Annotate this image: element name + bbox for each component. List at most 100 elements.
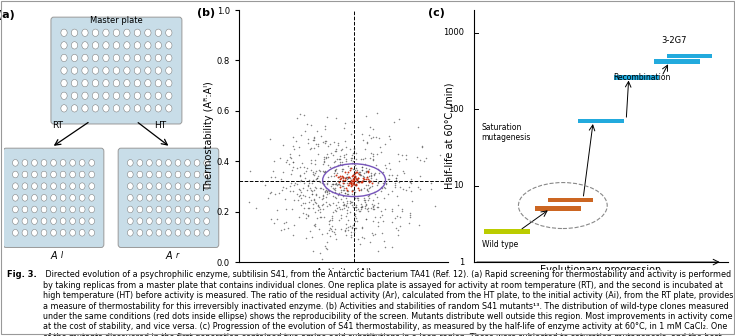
Point — [340, 175, 352, 180]
Point — [298, 170, 309, 175]
Point — [307, 249, 319, 254]
Circle shape — [32, 160, 37, 166]
Point — [347, 167, 359, 172]
Point — [346, 200, 358, 205]
Point — [304, 177, 315, 183]
Point — [338, 153, 350, 158]
Circle shape — [175, 160, 181, 166]
Point — [309, 223, 321, 229]
Point — [379, 206, 391, 211]
Point — [379, 184, 390, 189]
Circle shape — [194, 218, 200, 224]
Circle shape — [113, 105, 120, 112]
Point — [358, 176, 370, 181]
Point — [357, 137, 369, 142]
Circle shape — [194, 160, 200, 166]
Point — [363, 178, 375, 183]
Point — [348, 177, 360, 182]
Point — [293, 214, 305, 220]
Circle shape — [61, 80, 67, 87]
Circle shape — [82, 105, 88, 112]
Circle shape — [51, 195, 57, 201]
Circle shape — [145, 92, 151, 99]
Point — [373, 170, 385, 175]
Point — [336, 163, 348, 168]
Circle shape — [61, 67, 67, 74]
Point — [358, 236, 370, 241]
Circle shape — [165, 160, 171, 166]
Point — [340, 191, 351, 196]
Circle shape — [93, 80, 98, 87]
Point — [389, 216, 401, 221]
Circle shape — [156, 229, 162, 236]
Point — [323, 219, 335, 224]
Point — [323, 191, 334, 196]
Text: I: I — [61, 251, 63, 260]
Point — [362, 169, 373, 175]
Point — [329, 169, 341, 174]
Circle shape — [113, 67, 120, 74]
Point — [327, 185, 339, 191]
Text: TIBS: TIBS — [716, 287, 733, 296]
Point — [348, 176, 360, 181]
Point — [326, 226, 337, 232]
Point — [349, 189, 361, 195]
Point — [415, 158, 426, 163]
Point — [342, 164, 354, 169]
Point — [318, 139, 329, 144]
Point — [390, 225, 402, 230]
Point — [265, 216, 277, 221]
Text: 1000: 1000 — [443, 29, 464, 38]
Point — [412, 124, 424, 130]
Point — [365, 184, 376, 190]
Point — [325, 233, 337, 239]
Circle shape — [22, 218, 28, 224]
Point — [379, 185, 391, 191]
Point — [389, 182, 401, 188]
Point — [340, 228, 351, 234]
Point — [320, 244, 331, 249]
Point — [337, 183, 348, 188]
Point — [340, 151, 351, 157]
Circle shape — [165, 29, 172, 36]
Point — [356, 167, 368, 173]
Point — [347, 225, 359, 230]
Point — [328, 160, 340, 165]
Circle shape — [135, 92, 140, 99]
Point — [350, 202, 362, 208]
Bar — [484, 229, 530, 234]
Point — [298, 180, 309, 185]
Point — [277, 169, 289, 174]
Point — [337, 168, 348, 173]
Point — [328, 171, 340, 176]
Point — [398, 170, 409, 176]
Point — [308, 146, 320, 151]
Point — [322, 154, 334, 160]
Point — [340, 225, 352, 231]
Point — [345, 179, 356, 184]
Point — [386, 172, 398, 178]
Point — [387, 120, 399, 125]
Point — [327, 181, 339, 186]
Point — [306, 122, 318, 128]
Point — [351, 176, 363, 182]
Point — [319, 126, 331, 131]
Point — [259, 182, 270, 187]
Point — [279, 226, 290, 232]
Point — [368, 189, 380, 195]
Circle shape — [165, 229, 171, 236]
Point — [348, 202, 360, 207]
Point — [391, 173, 403, 178]
Point — [326, 189, 338, 195]
Point — [279, 196, 290, 202]
Point — [355, 156, 367, 161]
Point — [305, 145, 317, 151]
Point — [362, 193, 374, 198]
Point — [298, 206, 310, 211]
Point — [342, 191, 354, 196]
Point — [341, 187, 353, 193]
Circle shape — [137, 160, 143, 166]
Point — [307, 206, 319, 211]
Point — [353, 180, 365, 185]
Point — [360, 203, 372, 208]
